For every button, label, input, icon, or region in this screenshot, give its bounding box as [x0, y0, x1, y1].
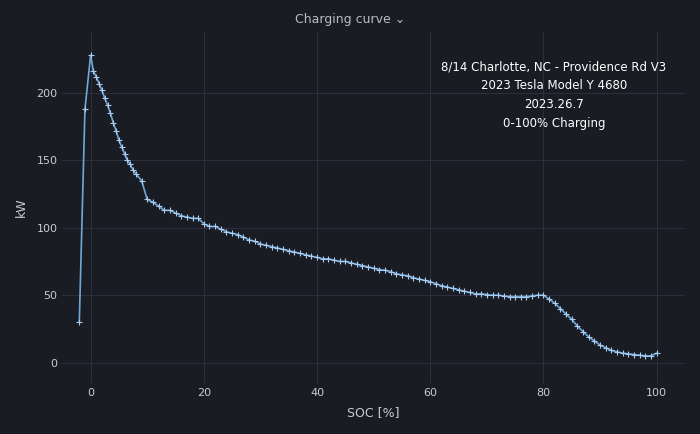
X-axis label: SOC [%]: SOC [%]	[347, 406, 400, 419]
Text: Charging curve ⌄: Charging curve ⌄	[295, 13, 405, 26]
Text: 8/14 Charlotte, NC - Providence Rd V3
2023 Tesla Model Y 4680
2023.26.7
0-100% C: 8/14 Charlotte, NC - Providence Rd V3 20…	[441, 60, 666, 130]
Y-axis label: kW: kW	[15, 198, 28, 217]
